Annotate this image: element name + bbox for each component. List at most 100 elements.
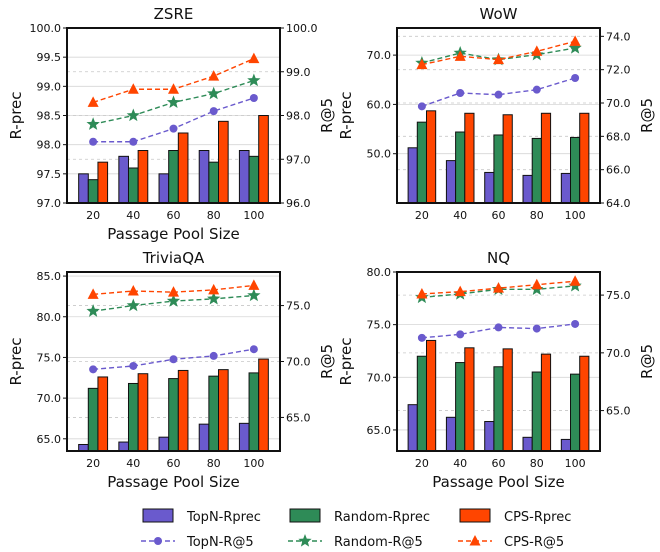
x-tick-label: 100 <box>565 457 586 470</box>
y-tick-label: 97.5 <box>37 168 62 181</box>
x-tick-label: 60 <box>167 457 181 470</box>
y-right-tick-label: 65.0 <box>606 405 631 418</box>
y-tick-label: 97.0 <box>37 197 62 210</box>
x-tick-label: 80 <box>207 209 221 222</box>
point-cps-r@5 <box>87 288 99 299</box>
point-topn-r@5 <box>417 102 426 111</box>
legend-label: TopN-R@5 <box>186 535 254 550</box>
bar-random-rprec <box>127 167 139 204</box>
bar-topn-rprec <box>118 441 129 452</box>
point-random-r@5 <box>207 291 221 305</box>
bar-random-rprec <box>208 161 220 204</box>
point-topn-r@5 <box>456 89 465 97</box>
point-topn-r@5 <box>169 355 178 364</box>
x-tick-label: 100 <box>565 209 586 222</box>
x-tick-label: 100 <box>243 457 264 470</box>
y-right-axis-label: R@5 <box>318 344 336 379</box>
bar-cps-rprec <box>137 150 149 204</box>
bar-topn-rprec <box>158 436 170 452</box>
point-cps-r@5 <box>454 285 466 297</box>
chart-title: ZSRE <box>154 5 194 23</box>
point-cps-r@5 <box>127 83 139 94</box>
legend-label: Random-R@5 <box>334 535 423 550</box>
x-axis-label: Passage Pool Size <box>432 473 565 491</box>
bar-random-rprec <box>570 373 581 452</box>
point-topn-r@5 <box>456 330 465 339</box>
bar-topn-rprec <box>407 404 418 452</box>
bar-random-rprec <box>87 387 99 452</box>
point-random-r@5 <box>126 298 140 312</box>
y-right-tick-label: 75.0 <box>606 289 631 302</box>
legend-label: TopN-Rprec <box>186 510 261 525</box>
y-tick-label: 50.0 <box>367 148 392 161</box>
y-right-tick-label: 75.0 <box>286 300 311 313</box>
x-tick-label: 40 <box>126 457 140 470</box>
point-topn-r@5 <box>417 333 426 342</box>
line-random-r@5 <box>421 47 576 64</box>
bar-random-rprec <box>87 179 99 204</box>
line-topn-r@5 <box>421 77 576 107</box>
y-tick-label: 70.0 <box>37 392 62 405</box>
point-topn-r@5 <box>249 94 258 102</box>
point-cps-r@5 <box>531 278 543 290</box>
x-tick-label: 20 <box>415 209 429 222</box>
point-cps-r@5 <box>168 286 179 297</box>
bar-topn-rprec <box>560 172 572 204</box>
point-topn-r@5 <box>571 319 580 328</box>
bar-topn-rprec <box>78 173 89 204</box>
bar-random-rprec <box>248 155 260 204</box>
legend-label: Random-Rprec <box>334 510 430 525</box>
x-tick-label: 60 <box>492 209 506 222</box>
x-tick-label: 40 <box>126 209 140 222</box>
x-tick-label: 20 <box>86 209 100 222</box>
x-tick-label: 40 <box>453 457 467 470</box>
point-topn-r@5 <box>209 107 218 116</box>
y-tick-label: 98.5 <box>37 110 62 123</box>
y-right-tick-label: 100.0 <box>286 22 318 35</box>
y-tick-label: 75.0 <box>37 351 62 364</box>
point-topn-r@5 <box>89 365 98 374</box>
point-random-r@5 <box>86 117 100 130</box>
bar-random-rprec <box>416 355 427 452</box>
point-topn-r@5 <box>494 90 503 99</box>
bar-topn-rprec <box>118 155 129 204</box>
bar-cps-rprec <box>425 110 437 204</box>
point-random-r@5 <box>166 294 181 307</box>
y-right-tick-label: 64.0 <box>606 197 631 210</box>
charts: ZSRE 97.0 97.5 98.0 98.5 99.0 99.5 100.0 96.0 97.… <box>7 5 656 491</box>
legend-entry: TopN-R@5 <box>141 535 254 550</box>
point-cps-r@5 <box>208 283 220 295</box>
bar-topn-rprec <box>560 438 572 452</box>
y-right-tick-label: 70.0 <box>286 356 311 369</box>
bar-topn-rprec <box>522 436 533 452</box>
point-topn-r@5 <box>532 85 541 94</box>
x-tick-label: 40 <box>453 209 467 222</box>
chart-nq: NQ 65.0 70.0 75.0 80.0 65.0 70.0 75.0 20 40 60 80 10… <box>337 249 656 491</box>
bar-random-rprec <box>455 131 466 204</box>
legend-label: CPS-Rprec <box>504 510 571 525</box>
bar-random-rprec <box>455 362 466 452</box>
y-axis-label: R-prec <box>337 337 355 385</box>
chart-zsre: ZSRE 97.0 97.5 98.0 98.5 99.0 99.5 100.0 96.0 97.… <box>7 5 336 243</box>
plot-frame <box>396 271 601 452</box>
bar-topn-rprec <box>198 150 210 204</box>
point-cps-r@5 <box>416 287 428 299</box>
point-cps-r@5 <box>531 45 543 56</box>
bar-cps-rprec <box>258 115 269 204</box>
bar-cps-rprec <box>218 120 229 204</box>
bar-cps-rprec <box>464 347 475 452</box>
y-right-tick-label: 68.0 <box>606 130 631 143</box>
bar-cps-rprec <box>540 353 552 452</box>
bar-cps-rprec <box>502 114 513 204</box>
x-tick-label: 60 <box>492 457 506 470</box>
y-tick-label: 65.0 <box>37 433 62 446</box>
chart-title: WoW <box>480 5 518 23</box>
y-tick-label: 100.0 <box>30 22 62 35</box>
bar-cps-rprec <box>258 358 269 452</box>
y-right-tick-label: 70.0 <box>606 97 631 110</box>
y-tick-label: 98.0 <box>37 139 62 152</box>
point-random-r@5 <box>568 41 582 54</box>
bar-cps-rprec <box>137 373 149 452</box>
y-axis-label: R-prec <box>337 91 355 139</box>
